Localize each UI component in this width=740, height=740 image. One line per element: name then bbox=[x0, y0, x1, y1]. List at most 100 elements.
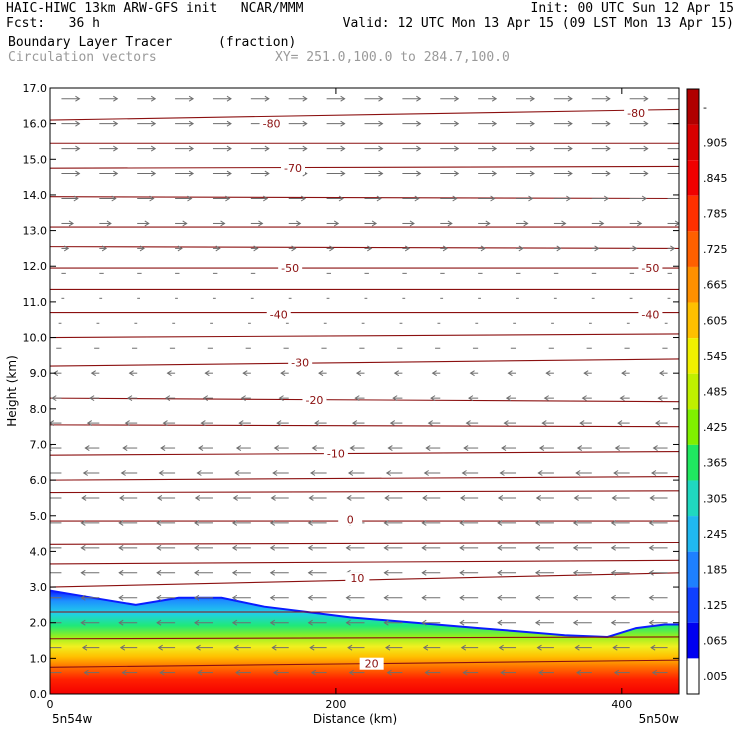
wind-vector-head bbox=[567, 170, 573, 177]
wind-vector-head bbox=[231, 619, 238, 626]
wind-vector-head bbox=[529, 120, 535, 127]
wind-vector-head bbox=[421, 594, 427, 601]
wind-vector-head bbox=[529, 95, 535, 102]
colorbar-swatch bbox=[687, 444, 699, 481]
wind-vector-head bbox=[454, 145, 460, 152]
wind-vector-head bbox=[101, 245, 108, 252]
contour-label: 10 bbox=[350, 572, 364, 585]
wind-vector-head bbox=[491, 145, 498, 152]
wind-vector-head bbox=[113, 95, 119, 102]
wind-vector-head bbox=[619, 395, 625, 402]
wind-vector-head bbox=[605, 120, 611, 127]
contour-line bbox=[50, 541, 679, 545]
contour-label-bg bbox=[638, 308, 663, 321]
y-tick-label: 6.0 bbox=[30, 474, 48, 487]
contour-line bbox=[50, 490, 679, 494]
wind-vector-head bbox=[349, 445, 355, 451]
wind-vector-head bbox=[194, 519, 200, 526]
wind-vector-head bbox=[80, 619, 86, 626]
colorbar: - .905 .845 .785 .725 .665 .605 .545 .485 .425 .36… bbox=[686, 88, 728, 695]
wind-vector-head bbox=[491, 170, 498, 177]
wind-vector-head bbox=[414, 195, 420, 202]
wind-vector-head bbox=[674, 220, 679, 227]
contour-line bbox=[50, 333, 679, 339]
wind-vector-head bbox=[75, 95, 81, 102]
wind-vector-head bbox=[194, 569, 200, 576]
wind-vector-head bbox=[605, 145, 611, 152]
wind-vector-head bbox=[272, 669, 279, 676]
wind-vector-head bbox=[144, 220, 150, 227]
wind-vector-head bbox=[611, 495, 617, 501]
wind-vector-head bbox=[124, 420, 130, 427]
wind-vector-head bbox=[340, 170, 346, 177]
wind-vector-head bbox=[643, 170, 649, 177]
contour-line bbox=[50, 165, 679, 169]
wind-vector-head bbox=[150, 145, 157, 152]
field-name: Boundary Layer Tracer bbox=[8, 35, 173, 50]
wind-vector-head bbox=[194, 594, 200, 601]
wind-vector-head bbox=[648, 619, 654, 626]
contour-label: -10 bbox=[327, 447, 345, 460]
y-tick-label: 3.0 bbox=[30, 581, 48, 594]
contour-line bbox=[50, 397, 679, 403]
wind-vector-head bbox=[621, 370, 627, 377]
wind-vector-head bbox=[231, 594, 238, 601]
wind-vector-head bbox=[81, 495, 87, 501]
wind-vector-head bbox=[421, 519, 427, 526]
wind-vector-head bbox=[86, 420, 92, 427]
wind-vector-head bbox=[89, 395, 95, 402]
wind-vector-head bbox=[497, 619, 503, 626]
contour-line bbox=[50, 476, 679, 481]
wind-vector-head bbox=[581, 395, 587, 402]
wind-vector-head bbox=[139, 245, 145, 252]
wind-vector-head bbox=[63, 245, 70, 252]
wind-vector-head bbox=[118, 544, 124, 551]
header-init-time: Init: 00 UTC Sun 12 Apr 15 bbox=[530, 1, 735, 16]
y-tick-label: 5.0 bbox=[30, 510, 48, 523]
wind-vector-head bbox=[269, 544, 275, 551]
wind-vector-head bbox=[195, 644, 201, 651]
colorbar-swatch bbox=[687, 160, 699, 196]
wind-vector-head bbox=[156, 619, 162, 626]
wind-vector-head bbox=[200, 420, 206, 427]
wind-vector-head bbox=[421, 619, 427, 626]
wind-vector-head bbox=[423, 470, 429, 476]
wind-vector-head bbox=[523, 220, 529, 227]
contour-label: -20 bbox=[305, 394, 323, 407]
wind-vector-head bbox=[465, 420, 471, 427]
wind-vector-head bbox=[122, 445, 128, 451]
wind-vector-head bbox=[197, 669, 203, 676]
wind-vector-head bbox=[537, 470, 543, 476]
wind-vector-head bbox=[113, 120, 119, 127]
wind-vector-head bbox=[269, 619, 275, 626]
contour-label: -40 bbox=[641, 308, 659, 321]
wind-vector-head bbox=[431, 370, 437, 377]
wind-vector-head bbox=[566, 195, 572, 202]
wind-vector-head bbox=[111, 195, 117, 202]
wind-vector-head bbox=[424, 669, 430, 676]
wind-vector-head bbox=[118, 619, 124, 626]
wind-vector-head bbox=[541, 420, 547, 427]
colorbar-label: .005 bbox=[703, 670, 728, 683]
colorbar-swatch bbox=[687, 266, 699, 303]
wind-vector-head bbox=[613, 669, 620, 676]
wind-vector-layer bbox=[50, 95, 679, 676]
wind-vector-head bbox=[269, 594, 275, 601]
wind-vector-head bbox=[307, 619, 313, 626]
wind-vector-head bbox=[529, 170, 535, 177]
wind-vector-head bbox=[215, 245, 221, 252]
wind-vector-head bbox=[556, 245, 562, 252]
wind-vector-head bbox=[204, 370, 210, 377]
wind-vector-head bbox=[579, 420, 585, 427]
wind-vector-head bbox=[603, 195, 610, 202]
wind-vector-head bbox=[404, 245, 411, 252]
wind-vector-head bbox=[480, 245, 486, 252]
wind-vector-head bbox=[264, 95, 270, 102]
plot-frame bbox=[49, 87, 680, 695]
wind-vector-head bbox=[378, 95, 384, 102]
wind-vector-head bbox=[309, 644, 315, 651]
contour-line bbox=[50, 559, 679, 565]
wind-vector-head bbox=[497, 569, 503, 576]
wind-vector-head bbox=[416, 120, 422, 127]
wind-vector-head bbox=[340, 120, 346, 127]
